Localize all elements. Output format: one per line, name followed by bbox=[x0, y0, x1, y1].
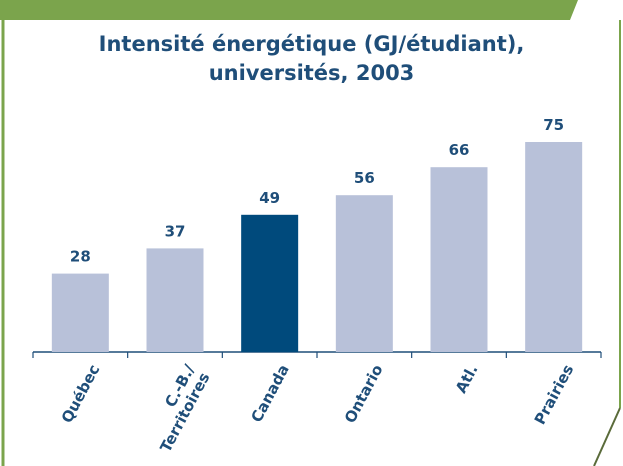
bar bbox=[525, 142, 583, 352]
bar bbox=[430, 167, 488, 352]
bar bbox=[51, 273, 109, 352]
value-label: 66 bbox=[449, 141, 470, 159]
value-label: 56 bbox=[354, 169, 375, 187]
bar bbox=[241, 214, 299, 352]
chart-title: Intensité énergétique (GJ/étudiant), uni… bbox=[98, 32, 525, 85]
bar bbox=[335, 195, 393, 352]
bar bbox=[146, 248, 204, 352]
value-label: 49 bbox=[259, 189, 280, 207]
frame-corner bbox=[593, 407, 621, 466]
header-bar bbox=[0, 0, 578, 20]
value-label: 75 bbox=[543, 116, 564, 134]
value-label: 28 bbox=[70, 248, 91, 266]
value-label: 37 bbox=[165, 222, 186, 240]
